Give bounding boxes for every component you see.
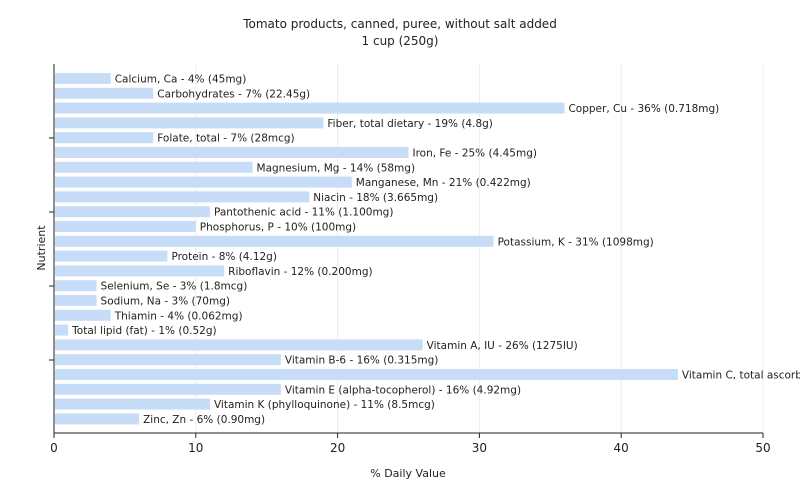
bar [55,221,196,232]
bar-label: Calcium, Ca - 4% (45mg) [115,74,247,86]
bar-label: Zinc, Zn - 6% (0.90mg) [143,414,265,426]
bar-label: Carbohydrates - 7% (22.45g) [157,88,310,100]
bar-label: Potassium, K - 31% (1098mg) [498,236,654,248]
bar-label: Iron, Fe - 25% (4.45mg) [413,148,537,160]
bar-label: Vitamin E (alpha-tocopherol) - 16% (4.92… [285,384,521,396]
bar-label: Thiamin - 4% (0.062mg) [114,310,243,322]
x-tick-label: 50 [755,441,770,455]
x-tick-label: 0 [50,441,58,455]
bar-label: Phosphorus, P - 10% (100mg) [200,222,356,234]
bar [55,235,494,247]
bar-label: Manganese, Mn - 21% (0.422mg) [356,177,531,189]
x-tick-label: 10 [188,441,203,455]
bar-label: Fiber, total dietary - 19% (4.8g) [327,118,492,130]
bar-label: Pantothenic acid - 11% (1.100mg) [214,207,393,219]
bar-label: Vitamin A, IU - 26% (1275IU) [427,340,578,352]
bar [55,132,154,144]
bar [55,191,310,203]
bar [55,383,281,395]
bar [55,147,409,158]
bars: Calcium, Ca - 4% (45mg) Carbohydrates - 7… [55,73,800,426]
bar-label: Folate, total - 7% (28mcg) [157,133,294,145]
x-tick-label: 30 [472,441,487,455]
bar-label: Protein - 8% (4.12g) [171,251,277,263]
bar [55,73,111,84]
bar [55,280,97,292]
bar-label: Vitamin B-6 - 16% (0.315mg) [285,355,439,367]
x-axis-label: % Daily Value [370,467,446,480]
bar [55,398,210,410]
bar [55,413,140,425]
bar [55,339,423,351]
bar-label: Copper, Cu - 36% (0.718mg) [568,103,719,115]
bar [55,206,210,218]
bar-label: Selenium, Se - 3% (1.8mcg) [101,281,248,293]
bar-label: Total lipid (fat) - 1% (0.52g) [71,325,216,337]
x-tick-label: 40 [614,441,629,455]
chart-title: Tomato products, canned, puree, without … [242,17,557,31]
bar-label: Riboflavin - 12% (0.200mg) [228,266,372,278]
bar [55,176,352,188]
bar [55,102,565,114]
bar-label: Vitamin K (phylloquinone) - 11% (8.5mcg) [214,399,435,411]
bar-label: Magnesium, Mg - 14% (58mg) [257,162,416,174]
x-tick-label: 20 [330,441,345,455]
bar [55,369,678,380]
bar [55,250,168,262]
bar [55,295,97,306]
bar [55,324,69,336]
chart-subtitle: 1 cup (250g) [362,34,439,48]
axes: 0 10 20 30 40 50 [49,64,771,455]
bar [55,161,253,173]
bar [55,117,324,129]
y-axis-label: Nutrient [35,225,48,271]
bar-label: Sodium, Na - 3% (70mg) [101,296,230,308]
bar [55,309,111,321]
bar [55,354,281,366]
bar [55,87,154,99]
bar-label: Vitamin C, total ascorbic acid - 44% (26… [682,370,800,382]
bar [55,265,225,277]
bar-label: Niacin - 18% (3.665mg) [313,192,438,204]
